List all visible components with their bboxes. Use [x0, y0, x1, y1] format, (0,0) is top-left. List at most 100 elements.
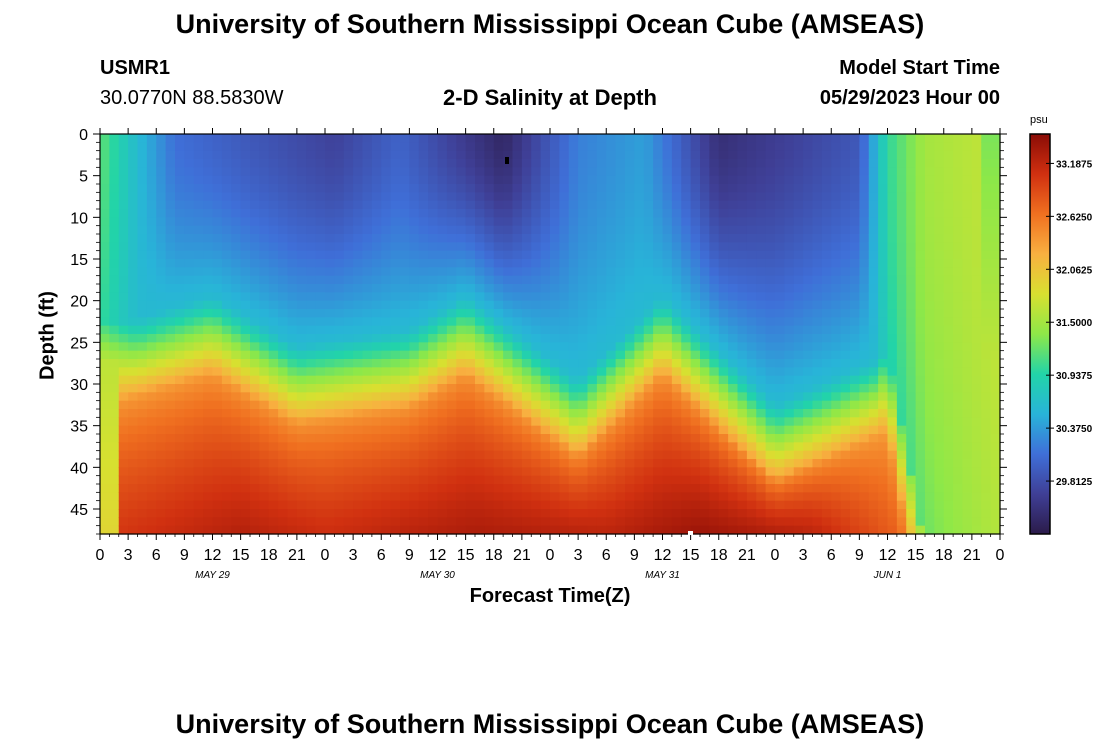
heatmap-cell — [578, 142, 589, 152]
heatmap-cell — [240, 517, 251, 527]
heatmap-cell — [690, 184, 701, 193]
heatmap-cell — [484, 234, 495, 243]
heatmap-cell — [165, 159, 176, 168]
heatmap-cell — [662, 250, 673, 260]
heatmap-cell — [184, 367, 195, 377]
heatmap-cell — [400, 392, 410, 402]
heatmap-cell — [990, 159, 1001, 168]
heatmap-cell — [175, 467, 185, 477]
heatmap-cell — [100, 517, 110, 527]
heatmap-cell — [737, 167, 748, 177]
heatmap-cell — [184, 492, 195, 502]
heatmap-cell — [653, 275, 664, 285]
heatmap-cell — [325, 167, 335, 177]
heatmap-cell — [887, 417, 898, 427]
heatmap-cell — [325, 184, 335, 193]
heatmap-cell — [531, 434, 542, 443]
heatmap-cell — [756, 384, 767, 393]
heatmap-cell — [990, 492, 1001, 502]
heatmap-cell — [512, 450, 523, 460]
heatmap-cell — [896, 267, 907, 277]
heatmap-cell — [203, 167, 214, 177]
heatmap-cell — [953, 134, 964, 143]
heatmap-cell — [493, 259, 504, 268]
heatmap-cell — [437, 484, 448, 493]
heatmap-cell — [325, 367, 335, 377]
heatmap-cell — [906, 434, 917, 443]
heatmap-cell — [418, 517, 429, 527]
heatmap-cell — [212, 267, 223, 277]
heatmap-cell — [165, 200, 176, 210]
heatmap-cell — [334, 500, 345, 510]
heatmap-cell — [484, 159, 495, 168]
heatmap-cell — [146, 417, 157, 427]
heatmap-cell — [625, 325, 635, 335]
heatmap-cell — [746, 509, 757, 518]
heatmap-cell — [578, 250, 589, 260]
heatmap-cell — [878, 459, 889, 468]
heatmap-cell — [831, 150, 842, 160]
heatmap-cell — [784, 367, 795, 377]
heatmap-cell — [456, 225, 467, 235]
heatmap-cell — [540, 225, 551, 235]
heatmap-cell — [925, 234, 935, 243]
heatmap-cell — [831, 167, 842, 177]
heatmap-cell — [306, 292, 317, 302]
heatmap-cell — [184, 359, 195, 368]
heatmap-cell — [662, 284, 673, 293]
heatmap-cell — [971, 192, 982, 202]
heatmap-cell — [296, 409, 307, 418]
heatmap-cell — [456, 192, 467, 202]
heatmap-cell — [971, 159, 982, 168]
heatmap-cell — [531, 492, 542, 502]
heatmap-cell — [859, 525, 870, 535]
heatmap-cell — [550, 184, 560, 193]
heatmap-cell — [203, 417, 214, 427]
heatmap-cell — [521, 442, 532, 452]
heatmap-cell — [287, 275, 298, 285]
heatmap-cell — [128, 434, 139, 443]
heatmap-cell — [850, 284, 860, 293]
heatmap-cell — [793, 184, 804, 193]
heatmap-cell — [962, 325, 973, 335]
heatmap-cell — [371, 384, 382, 393]
heatmap-cell — [887, 375, 898, 385]
heatmap-cell — [981, 209, 992, 218]
heatmap-cell — [746, 184, 757, 193]
heatmap-cell — [943, 250, 954, 260]
heatmap-cell — [184, 267, 195, 277]
heatmap-cell — [915, 242, 926, 252]
heatmap-cell — [812, 459, 823, 468]
heatmap-cell — [118, 517, 129, 527]
heatmap-cell — [521, 275, 532, 285]
heatmap-cell — [578, 525, 589, 535]
heatmap-cell — [868, 334, 879, 343]
heatmap-cell — [831, 459, 842, 468]
heatmap-cell — [578, 334, 589, 343]
heatmap-cell — [568, 309, 579, 318]
heatmap-cell — [156, 259, 167, 268]
heatmap-cell — [671, 217, 682, 227]
heatmap-cell — [437, 525, 448, 535]
heatmap-cell — [137, 259, 148, 268]
heatmap-cell — [990, 317, 1001, 327]
heatmap-cell — [906, 467, 917, 477]
heatmap-cell — [906, 375, 917, 385]
heatmap-cell — [503, 300, 514, 310]
heatmap-cell — [165, 467, 176, 477]
heatmap-cell — [428, 142, 439, 152]
heatmap-cell — [868, 159, 879, 168]
heatmap-cell — [193, 167, 204, 177]
heatmap-cell — [531, 242, 542, 252]
heatmap-cell — [784, 250, 795, 260]
heatmap-cell — [400, 292, 410, 302]
heatmap-cell — [915, 509, 926, 518]
heatmap-cell — [784, 450, 795, 460]
heatmap-cell — [456, 159, 467, 168]
heatmap-cell — [456, 475, 467, 485]
heatmap-cell — [700, 509, 710, 518]
heatmap-cell — [878, 509, 889, 518]
colorbar: 33.187532.625032.062531.500030.937530.37… — [1029, 133, 1093, 535]
heatmap-cell — [662, 325, 673, 335]
heatmap-cell — [878, 142, 889, 152]
